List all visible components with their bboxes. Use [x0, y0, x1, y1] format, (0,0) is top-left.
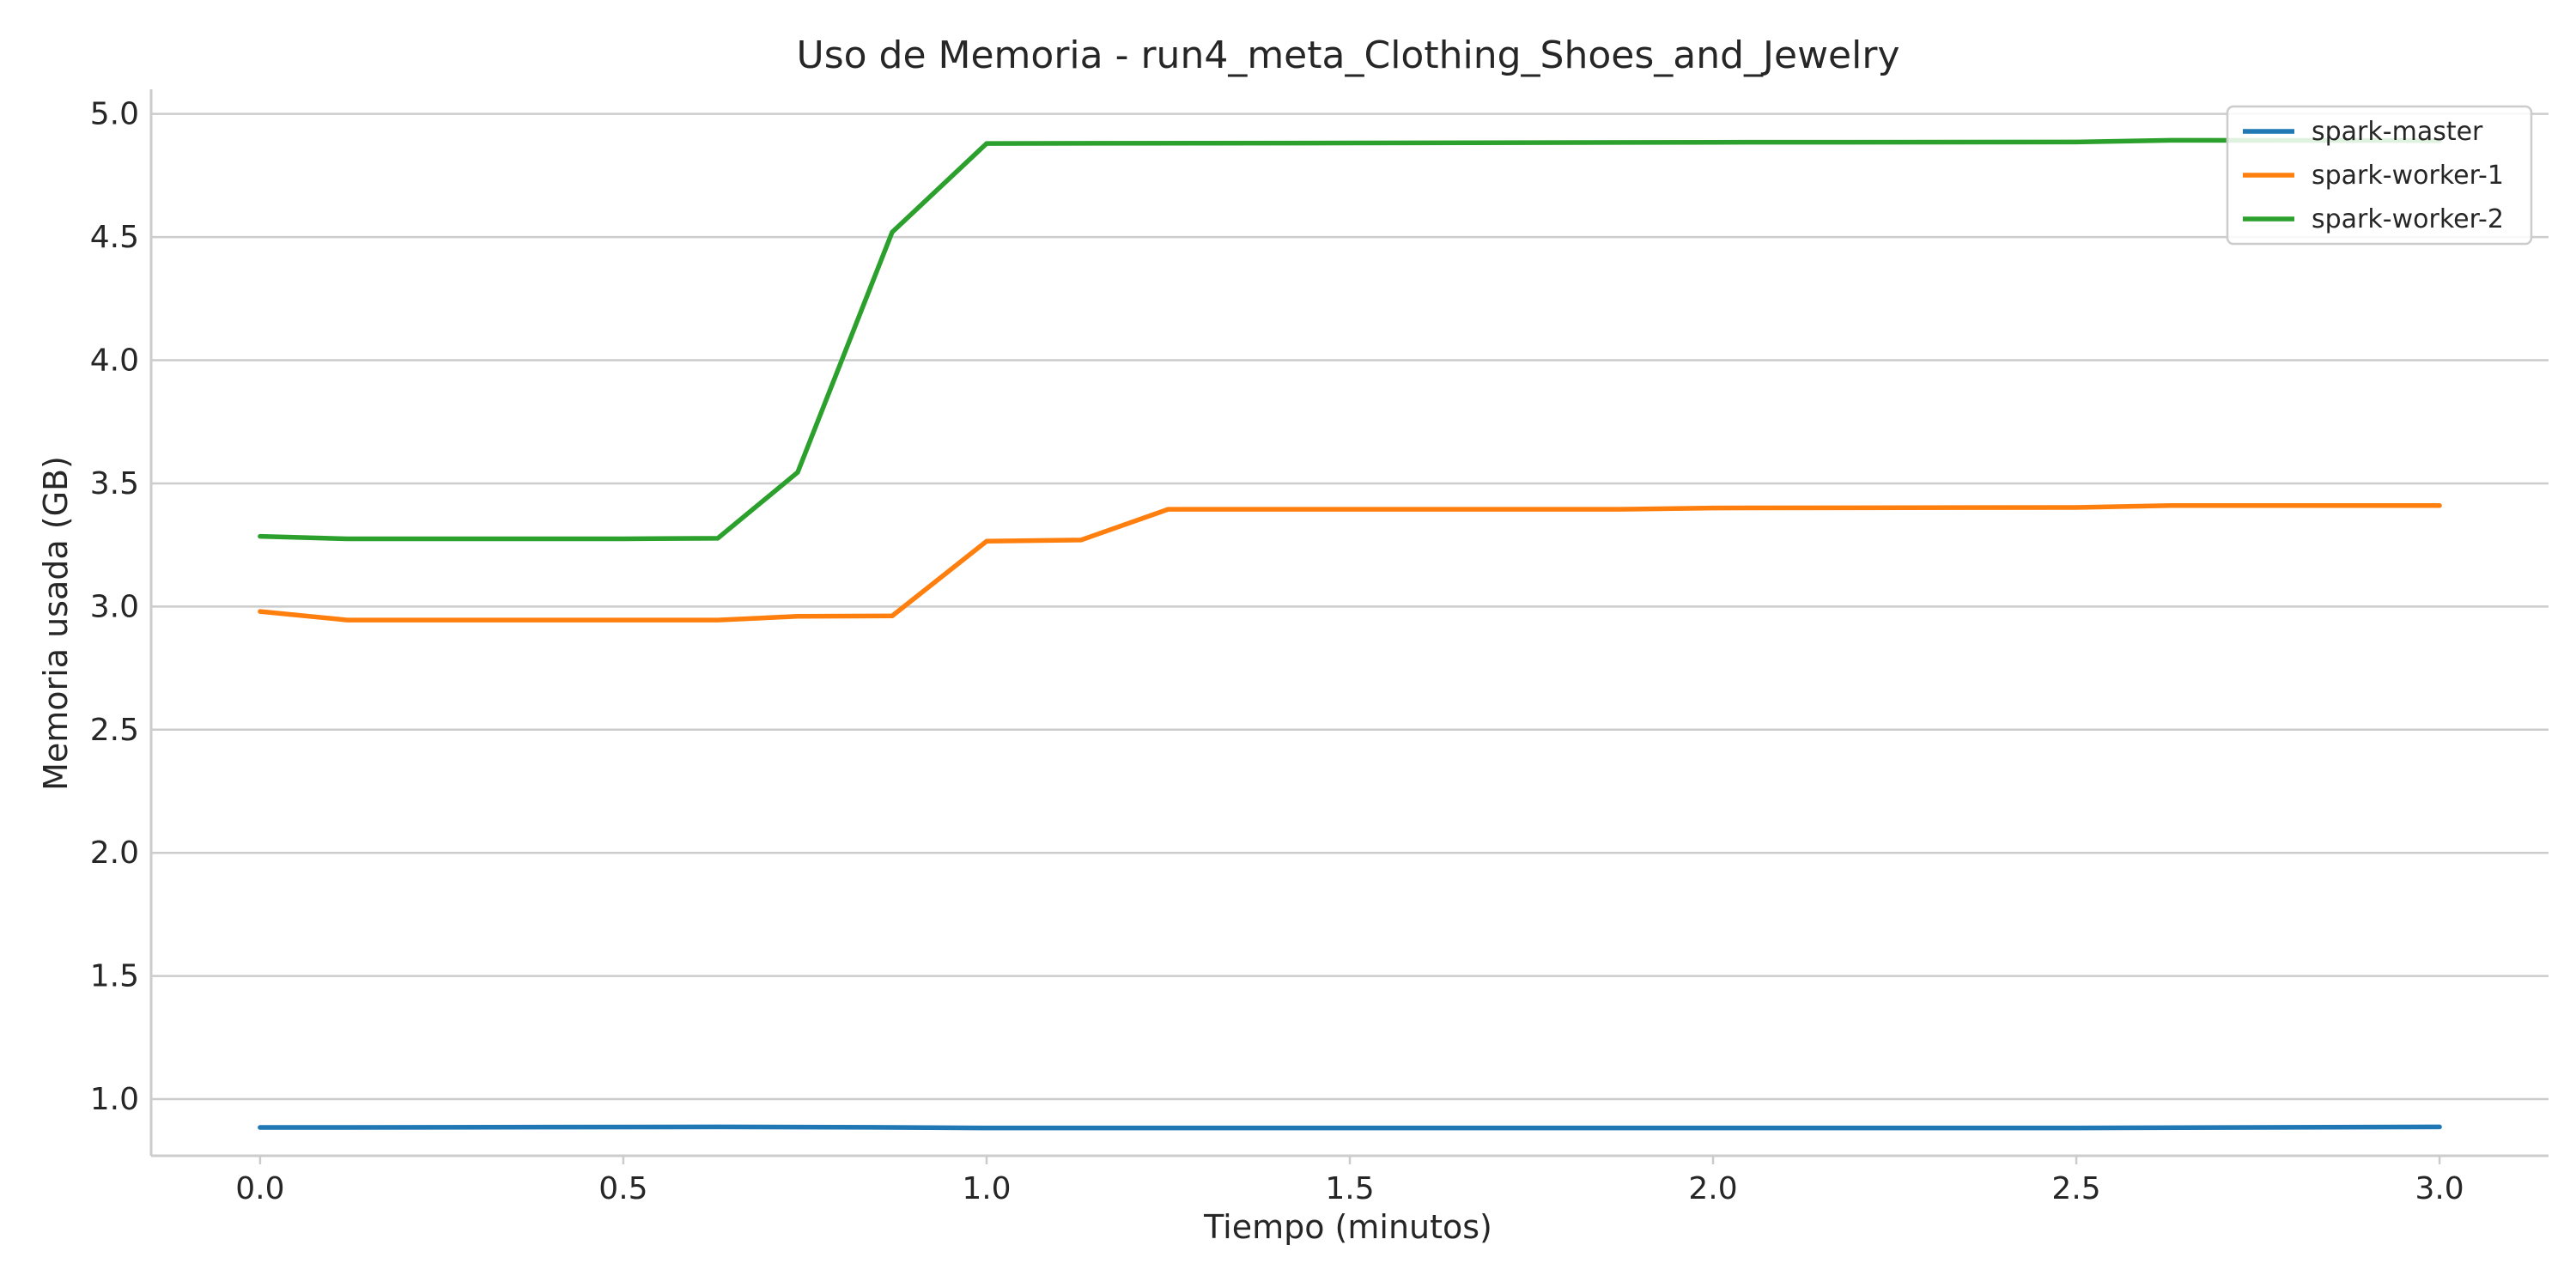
x-tick-label: 1.5 [1325, 1171, 1374, 1206]
grid-layer [151, 112, 2549, 1101]
y-tick-label: 4.0 [90, 343, 139, 379]
x-axis-label: Tiempo (minutos) [1203, 1208, 1492, 1246]
series-layer [258, 137, 2442, 1131]
y-tick-label: 3.0 [90, 589, 139, 624]
legend-label: spark-worker-2 [2312, 204, 2504, 234]
x-tick-label: 2.5 [2051, 1171, 2100, 1206]
legend: spark-master spark-worker-1 spark-worker-2 [2226, 105, 2533, 246]
y-tick-label: 2.0 [90, 835, 139, 871]
series-line-spark-worker-2 [258, 137, 2442, 542]
legend-label: spark-master [2312, 117, 2483, 147]
legend-label: spark-worker-1 [2312, 161, 2504, 191]
y-tick-label: 1.0 [90, 1082, 139, 1117]
x-tick-label: 2.0 [1688, 1171, 1737, 1206]
x-tick-label: 0.0 [235, 1171, 284, 1206]
series-line-spark-worker-1 [258, 503, 2442, 623]
y-tick-label: 5.0 [90, 97, 139, 132]
chart-title: Uso de Memoria - run4_meta_Clothing_Shoe… [797, 33, 1900, 77]
axes-spines [149, 89, 2549, 1157]
tick-layer: 1.0 1.5 2.0 2.5 3.0 3.5 4.0 4.5 5.0 0.0 0.5 1.0 1.5 2… [90, 97, 2464, 1206]
y-tick-label: 1.5 [90, 959, 139, 994]
y-tick-label: 4.5 [90, 220, 139, 255]
x-tick-label: 0.5 [598, 1171, 647, 1206]
y-axis-label: Memoria usada (GB) [37, 456, 75, 791]
y-tick-label: 3.5 [90, 466, 139, 501]
y-tick-label: 2.5 [90, 713, 139, 748]
x-tick-label: 1.0 [962, 1171, 1011, 1206]
x-tick-label: 3.0 [2415, 1171, 2464, 1206]
legend-frame [2226, 105, 2533, 246]
